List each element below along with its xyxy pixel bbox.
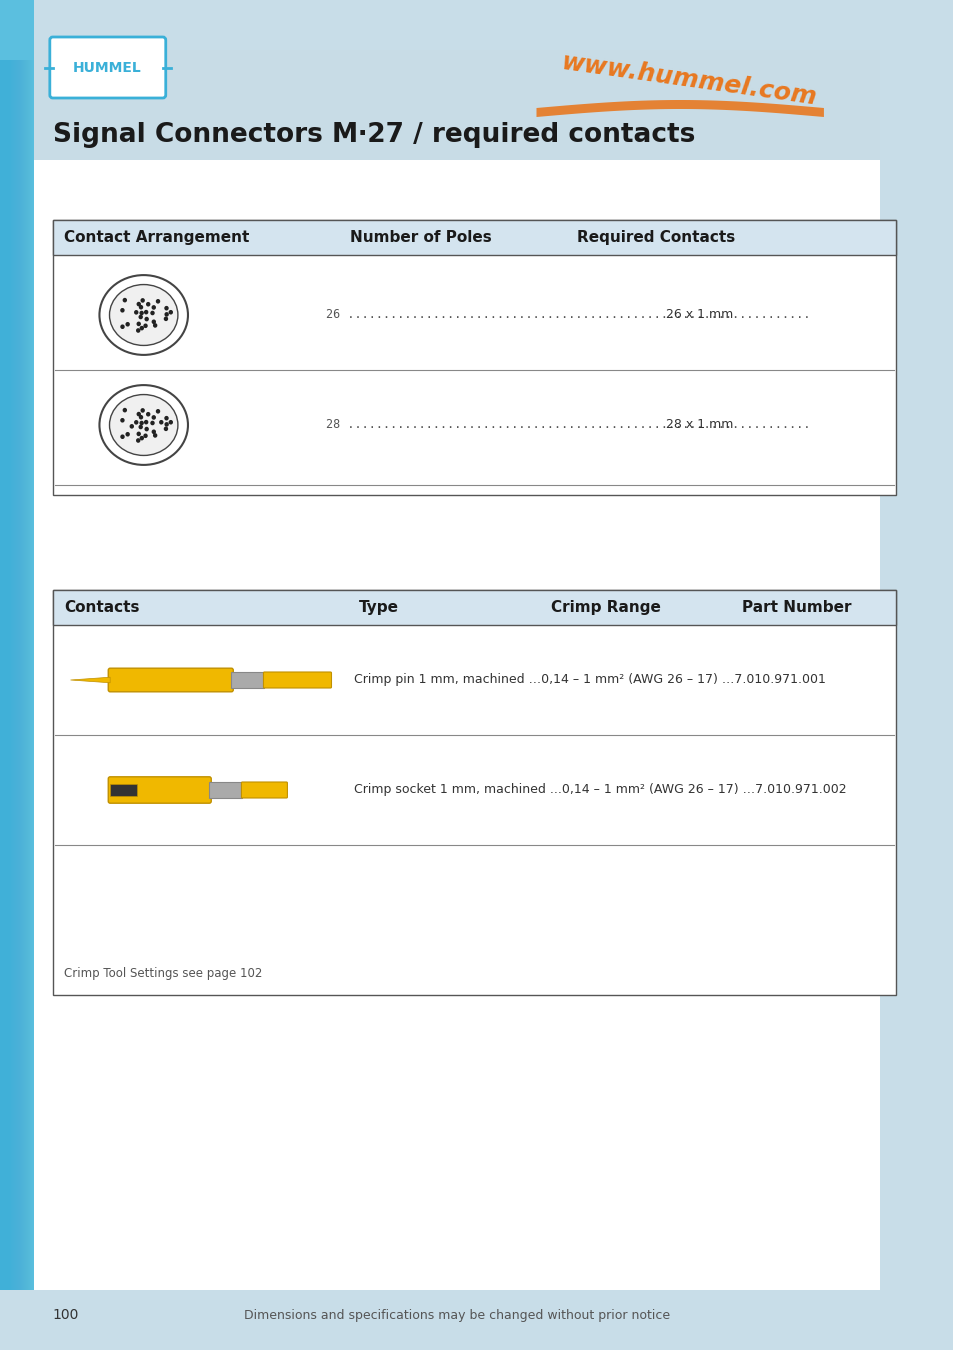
Ellipse shape (110, 285, 177, 346)
Circle shape (140, 408, 145, 413)
Circle shape (143, 324, 148, 328)
Text: Dimensions and specifications may be changed without prior notice: Dimensions and specifications may be cha… (244, 1308, 669, 1322)
Circle shape (130, 424, 133, 429)
Circle shape (152, 305, 155, 309)
Polygon shape (536, 100, 823, 117)
Circle shape (138, 315, 143, 320)
Circle shape (151, 310, 154, 316)
Text: www.hummel.com: www.hummel.com (559, 50, 819, 109)
Ellipse shape (99, 385, 188, 464)
Text: Crimp Range: Crimp Range (550, 599, 660, 616)
Circle shape (139, 325, 144, 331)
Circle shape (152, 323, 157, 328)
Circle shape (140, 298, 145, 302)
Text: Contacts: Contacts (64, 599, 139, 616)
Circle shape (155, 298, 160, 304)
Text: 100: 100 (52, 1308, 79, 1322)
FancyBboxPatch shape (263, 672, 331, 688)
Circle shape (123, 408, 127, 413)
Circle shape (164, 423, 169, 427)
Text: HUMMEL: HUMMEL (72, 61, 142, 76)
Circle shape (136, 321, 141, 327)
Circle shape (146, 302, 151, 306)
FancyBboxPatch shape (33, 50, 880, 1291)
Circle shape (138, 414, 143, 420)
Text: 26 x 1 mm: 26 x 1 mm (665, 309, 732, 321)
FancyBboxPatch shape (33, 50, 880, 161)
FancyBboxPatch shape (52, 220, 895, 495)
Text: Crimp pin 1 mm, machined …0,14 – 1 mm² (AWG 26 – 17) …7.010.971.001: Crimp pin 1 mm, machined …0,14 – 1 mm² (… (355, 674, 825, 687)
FancyBboxPatch shape (0, 0, 33, 1350)
Circle shape (164, 416, 169, 420)
Text: Contact Arrangement: Contact Arrangement (64, 230, 250, 244)
Ellipse shape (99, 275, 188, 355)
Circle shape (144, 427, 149, 432)
Circle shape (164, 312, 169, 317)
Circle shape (120, 418, 125, 423)
Circle shape (136, 432, 141, 436)
Circle shape (152, 433, 157, 437)
FancyBboxPatch shape (232, 671, 264, 689)
Circle shape (138, 305, 143, 309)
Text: 28 x 1 mm: 28 x 1 mm (665, 418, 733, 432)
Text: Part Number: Part Number (741, 599, 851, 616)
Circle shape (136, 302, 141, 306)
Text: Type: Type (359, 599, 399, 616)
FancyBboxPatch shape (209, 782, 242, 798)
Text: Number of Poles: Number of Poles (350, 230, 491, 244)
Polygon shape (71, 678, 110, 683)
FancyBboxPatch shape (108, 776, 211, 803)
Circle shape (152, 320, 156, 324)
Circle shape (159, 420, 163, 424)
Circle shape (151, 421, 154, 425)
FancyBboxPatch shape (0, 1291, 913, 1350)
FancyBboxPatch shape (110, 784, 136, 795)
Circle shape (146, 412, 151, 417)
Text: 28 .................................................................: 28 .....................................… (325, 418, 809, 432)
Circle shape (136, 328, 140, 333)
Circle shape (139, 436, 144, 440)
Circle shape (120, 324, 125, 329)
FancyBboxPatch shape (108, 668, 233, 691)
Text: Crimp socket 1 mm, machined ...0,14 – 1 mm² (AWG 26 – 17) …7.010.971.002: Crimp socket 1 mm, machined ...0,14 – 1 … (355, 783, 846, 796)
Circle shape (136, 439, 140, 443)
Circle shape (144, 420, 149, 424)
FancyBboxPatch shape (241, 782, 287, 798)
Circle shape (133, 310, 138, 315)
Circle shape (169, 310, 172, 315)
Text: Crimp Tool Settings see page 102: Crimp Tool Settings see page 102 (64, 967, 262, 980)
Text: Signal Connectors M‧27 / required contacts: Signal Connectors M‧27 / required contac… (52, 122, 695, 148)
Circle shape (164, 427, 168, 431)
Circle shape (143, 433, 148, 439)
Circle shape (144, 310, 149, 315)
Text: Required Contacts: Required Contacts (577, 230, 735, 244)
Circle shape (138, 425, 143, 429)
Circle shape (123, 298, 127, 302)
FancyBboxPatch shape (52, 220, 895, 255)
Ellipse shape (110, 394, 177, 455)
Circle shape (120, 435, 125, 439)
Circle shape (133, 420, 138, 425)
Circle shape (139, 310, 144, 316)
Circle shape (120, 308, 125, 313)
Circle shape (125, 432, 130, 436)
Circle shape (152, 429, 156, 435)
Text: 26 .................................................................: 26 .....................................… (325, 309, 809, 321)
FancyBboxPatch shape (52, 590, 895, 995)
Circle shape (152, 414, 155, 420)
FancyBboxPatch shape (0, 0, 913, 1350)
Circle shape (125, 321, 130, 327)
Circle shape (164, 306, 169, 310)
Circle shape (155, 409, 160, 413)
FancyBboxPatch shape (50, 36, 166, 99)
Circle shape (169, 420, 172, 424)
Circle shape (139, 421, 144, 425)
Circle shape (144, 317, 149, 321)
Circle shape (136, 412, 141, 416)
FancyBboxPatch shape (52, 590, 895, 625)
Circle shape (164, 316, 168, 321)
